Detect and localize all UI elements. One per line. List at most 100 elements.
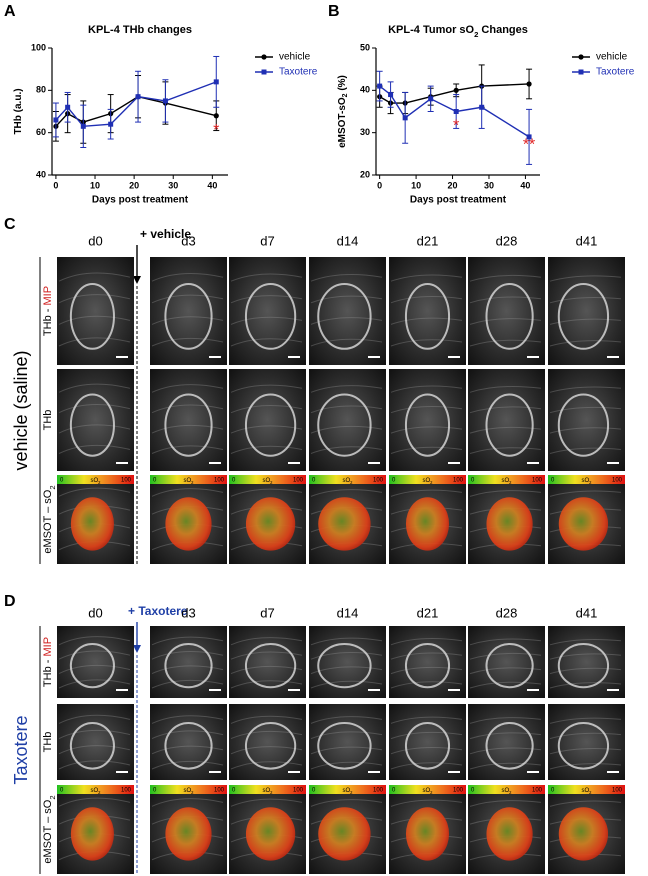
tissue-streak <box>469 732 542 740</box>
tumor-outline <box>557 393 610 457</box>
tissue-streak <box>58 760 131 770</box>
arrow-head <box>133 645 141 653</box>
tissue-streak <box>58 315 131 325</box>
image-tile <box>57 369 134 471</box>
tumor-outline <box>485 722 534 770</box>
legend-marker <box>578 54 584 60</box>
panel-letter: C <box>4 216 16 233</box>
colorbar-label-part: sO <box>342 478 350 484</box>
tissue-streak <box>310 338 383 347</box>
colorbar-max: 100 <box>612 788 623 794</box>
colorbar-max: 100 <box>532 478 543 484</box>
x-axis-label: Days post treatment <box>92 195 189 206</box>
tumor-outline <box>317 393 372 457</box>
tissue-streak <box>549 800 622 807</box>
legend-marker <box>261 54 267 60</box>
x-tick-label: 0 <box>377 180 382 190</box>
colorbar-label-part: 2 <box>589 480 592 485</box>
legend-label: Taxotere <box>596 67 635 78</box>
row-label-part: 2 <box>48 485 57 489</box>
x-tick-label: 20 <box>129 180 139 190</box>
point <box>526 81 532 87</box>
annotation: ** <box>523 137 535 154</box>
tissue-streak <box>469 762 542 770</box>
colorbar-max: 100 <box>214 788 225 794</box>
point <box>526 134 532 140</box>
x-tick-label: 20 <box>448 180 458 190</box>
tumor-outline <box>317 643 372 689</box>
image-tile <box>229 704 306 780</box>
tissue-streak <box>58 745 131 755</box>
column-label: d7 <box>260 233 274 248</box>
so2-map <box>245 497 296 551</box>
colorbar <box>229 475 306 484</box>
tissue-streak <box>230 761 303 770</box>
colorbar-min: 0 <box>60 788 64 794</box>
tissue-streak <box>230 798 303 807</box>
tumor-outline <box>69 643 115 689</box>
tissue-streak <box>390 317 463 325</box>
tissue-streak <box>469 490 542 497</box>
colorbar-label-part: 2 <box>589 790 592 795</box>
colorbar-label: sO2 <box>183 478 194 485</box>
image-tile <box>150 369 227 471</box>
tissue-streak <box>151 424 224 434</box>
tissue-streak <box>549 427 622 434</box>
tumor-outline <box>557 722 610 770</box>
row-label: THb - MIP <box>42 286 54 336</box>
tissue-streak <box>469 386 542 393</box>
tissue-streak <box>469 339 542 347</box>
colorbar-max: 100 <box>453 478 464 484</box>
colorbar-min: 0 <box>551 788 555 794</box>
group-label: vehicle (saline) <box>11 350 31 470</box>
tissue-streak <box>310 716 383 724</box>
tissue-streak <box>230 338 303 347</box>
tissue-streak <box>310 274 383 282</box>
tissue-streak <box>310 405 383 414</box>
tumor-outline <box>404 722 451 770</box>
colorbar-label-part: 2 <box>98 790 101 795</box>
colorbar <box>468 785 545 794</box>
colorbar-min: 0 <box>312 788 316 794</box>
tissue-streak <box>151 760 224 770</box>
column-label: d0 <box>88 233 102 248</box>
point <box>388 92 394 98</box>
column-label: d3 <box>181 233 195 248</box>
colorbar-max: 100 <box>373 478 384 484</box>
tissue-streak <box>549 275 622 282</box>
colorbar-max: 100 <box>293 478 304 484</box>
tissue-streak <box>390 731 463 740</box>
colorbar-label-part: sO <box>501 788 509 794</box>
point <box>108 121 114 127</box>
tissue-streak <box>230 488 303 497</box>
so2-map <box>558 497 609 551</box>
colorbar-label-part: 2 <box>430 480 433 485</box>
colorbar <box>468 475 545 484</box>
colorbar-label-part: 2 <box>509 790 512 795</box>
colorbar <box>57 475 134 484</box>
treatment-label: + Taxotere <box>128 604 188 618</box>
tissue-streak <box>151 384 224 393</box>
tissue-streak <box>58 294 131 304</box>
so2-map <box>405 497 450 551</box>
colorbar-max: 100 <box>214 478 225 484</box>
point <box>453 109 459 114</box>
tumor-outline <box>69 722 115 770</box>
image-tile <box>548 257 625 365</box>
tissue-streak <box>310 425 383 434</box>
tissue-streak <box>230 405 303 414</box>
colorbar-label: sO2 <box>422 478 433 485</box>
colorbar-label-part: sO <box>581 788 589 794</box>
colorbar-min: 0 <box>392 478 396 484</box>
image-tile <box>309 626 386 698</box>
panel-letter: B <box>328 3 340 20</box>
image-tile <box>150 704 227 780</box>
tissue-streak <box>151 445 224 454</box>
tissue-streak <box>549 447 622 454</box>
tissue-streak <box>310 799 383 807</box>
colorbar-max: 100 <box>121 788 132 794</box>
image-tile <box>229 257 306 365</box>
colorbar-label-part: sO <box>183 478 191 484</box>
tissue-streak <box>549 732 622 740</box>
